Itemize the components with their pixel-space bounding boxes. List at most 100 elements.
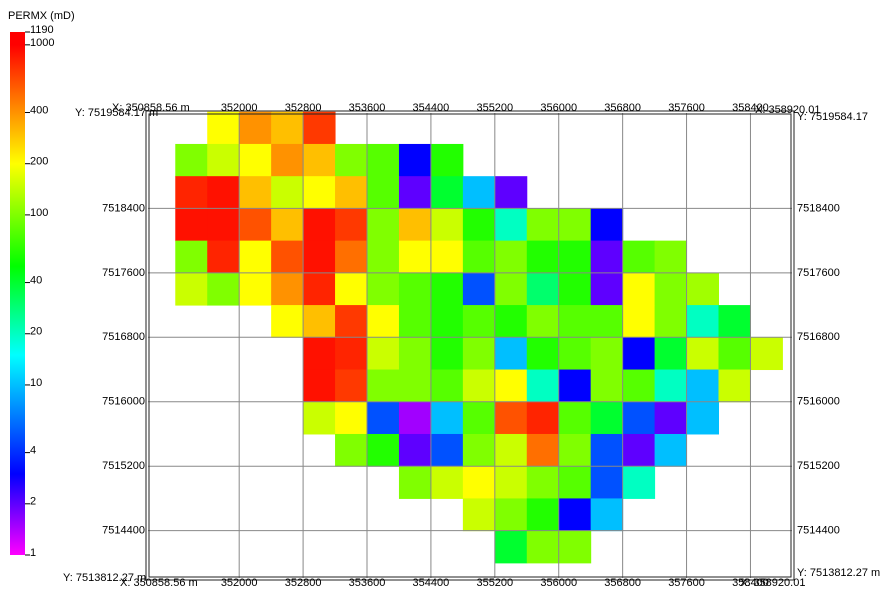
x-tick-label: 354400	[413, 577, 450, 589]
y-tick-label: 7517600	[797, 267, 840, 279]
x-tick-label: 358400	[732, 577, 769, 589]
plot-frame-outer	[145, 110, 795, 581]
grid-cell	[175, 143, 208, 177]
grid-cell	[303, 176, 336, 209]
grid-cell	[303, 401, 336, 435]
grid-cell	[430, 272, 464, 306]
grid-cell	[367, 176, 400, 209]
grid-cell	[335, 272, 368, 306]
grid-cell	[558, 433, 592, 467]
grid-cell	[622, 240, 656, 274]
grid-cell	[654, 433, 688, 467]
y-tick-label: 7515200	[797, 460, 840, 472]
grid-cell	[367, 240, 400, 274]
grid-cell	[622, 305, 656, 338]
grid-cell	[494, 176, 528, 209]
grid-cell	[175, 272, 208, 306]
grid-cell	[430, 369, 464, 403]
grid-cell	[558, 272, 592, 306]
grid-cell	[430, 433, 464, 467]
grid-cell	[622, 272, 656, 306]
grid-cell	[367, 369, 400, 403]
grid-cell	[367, 433, 400, 467]
grid-cell	[526, 272, 560, 306]
grid-cell	[398, 240, 432, 274]
grid-cell	[271, 272, 304, 306]
grid-cell	[367, 305, 400, 338]
x-tick-label: 352800	[285, 577, 322, 589]
grid-cell	[398, 143, 432, 177]
y-tick-label: 7516000	[102, 396, 145, 408]
corner-label: X: 358920.01	[740, 577, 805, 589]
grid-cell	[462, 272, 496, 306]
x-tick-label: 356000	[540, 102, 577, 114]
grid-cell	[239, 272, 272, 306]
x-tick-label: 352000	[221, 102, 258, 114]
grid-cell	[207, 272, 240, 306]
grid-cell	[239, 176, 272, 209]
grid-cell	[271, 208, 304, 242]
grid-cell	[271, 176, 304, 209]
grid-cell	[654, 401, 688, 435]
grid-cell	[654, 305, 688, 338]
grid-cell	[526, 530, 560, 564]
x-tick-label: 355200	[476, 577, 513, 589]
colorbar-tick-label: 1000	[30, 37, 54, 49]
grid-cell	[462, 176, 496, 209]
grid-cell	[590, 208, 624, 242]
grid-cell	[367, 272, 400, 306]
grid-cell	[462, 337, 496, 371]
grid-cell	[335, 433, 368, 467]
x-tick-label: 352000	[221, 577, 258, 589]
grid-cell	[494, 208, 528, 242]
x-tick-label: 356800	[604, 102, 641, 114]
grid-cell	[335, 369, 368, 403]
colorbar-tick-label: 4	[30, 445, 36, 457]
grid-cell	[686, 369, 720, 403]
grid-cell	[430, 240, 464, 274]
grid-cell	[494, 401, 528, 435]
grid-cell	[526, 369, 560, 403]
corner-label: X: 350858.56 m	[120, 577, 198, 589]
colorbar-tick-label: 10	[30, 377, 42, 389]
y-tick-label: 7518400	[797, 202, 840, 214]
grid-cell	[335, 143, 368, 177]
grid-cell	[590, 305, 624, 338]
grid-cell	[494, 369, 528, 403]
colorbar-tick-label: 1	[30, 547, 36, 559]
colorbar-title: PERMX (mD)	[8, 10, 75, 22]
grid-cell	[271, 111, 304, 145]
corner-label: Y: 7519584.17	[797, 111, 868, 123]
colorbar-tick-label: 40	[30, 274, 42, 286]
colorbar-tick-label: 1190	[30, 24, 54, 36]
x-tick-label: 358400	[732, 102, 769, 114]
grid-cell	[207, 143, 240, 177]
grid-cell	[430, 337, 464, 371]
grid-cell	[526, 305, 560, 338]
grid-cell	[558, 369, 592, 403]
grid-cell	[526, 466, 560, 499]
grid-cell	[558, 466, 592, 499]
grid-cell	[494, 272, 528, 306]
grid-cell	[335, 176, 368, 209]
grid-cell	[271, 240, 304, 274]
grid-cell	[526, 401, 560, 435]
grid-cell	[590, 466, 624, 499]
cells	[175, 111, 783, 564]
grid-cell	[494, 337, 528, 371]
grid-cell	[590, 337, 624, 371]
y-tick-label: 7518400	[102, 202, 145, 214]
grid-cell	[303, 337, 336, 371]
grid-cell	[175, 176, 208, 209]
grid-cell	[622, 369, 656, 403]
grid-cell	[494, 466, 528, 499]
grid-cell	[398, 369, 432, 403]
grid	[148, 113, 792, 578]
grid-cell	[494, 305, 528, 338]
grid-cell	[335, 208, 368, 242]
plot-frame-inner	[148, 113, 792, 578]
grid-cell	[430, 305, 464, 338]
grid-cell	[303, 111, 336, 145]
x-tick-label: 355200	[476, 102, 513, 114]
